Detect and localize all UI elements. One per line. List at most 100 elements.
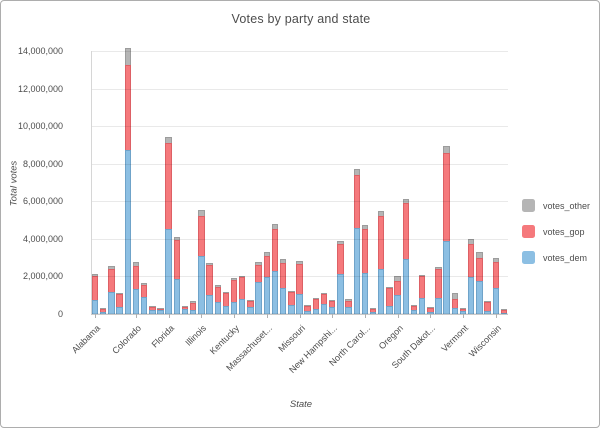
bar-segment-votes_dem-new-hampshire[interactable] (329, 307, 336, 314)
bar-segment-votes_dem-wyoming[interactable] (500, 312, 508, 314)
bar-segment-votes_gop-washington[interactable] (476, 258, 483, 282)
bar-segment-votes_gop-new-mexico[interactable] (345, 300, 352, 307)
bar-segment-votes_other-minnesota[interactable] (279, 258, 287, 264)
bar-segment-votes_gop-idaho[interactable] (190, 302, 197, 311)
bar-segment-votes_gop-new-jersey[interactable] (337, 243, 344, 274)
bar-segment-votes_gop-south-carolina[interactable] (418, 276, 426, 298)
bar-maine[interactable] (247, 299, 254, 314)
bar-segment-votes_dem-oklahoma[interactable] (386, 306, 393, 314)
bar-segment-votes_dem-minnesota[interactable] (279, 288, 287, 314)
bar-segment-votes_gop-alabama[interactable] (91, 275, 99, 301)
bar-segment-votes_dem-kansas[interactable] (222, 305, 230, 314)
bar-segment-votes_dem-missouri[interactable] (296, 293, 303, 314)
bar-segment-votes_dem-hawaii[interactable] (181, 309, 189, 314)
bar-segment-votes_dem-florida[interactable] (165, 229, 172, 314)
bar-segment-votes_other-maine[interactable] (247, 299, 254, 301)
bar-segment-votes_gop-south-dakota[interactable] (427, 308, 434, 312)
bar-segment-votes_other-michigan[interactable] (271, 223, 279, 229)
bar-segment-votes_dem-iowa[interactable] (214, 301, 221, 314)
bar-segment-votes_other-hawaii[interactable] (181, 305, 189, 307)
bar-segment-votes_gop-new-york[interactable] (353, 175, 360, 229)
bar-segment-votes_dem-new-jersey[interactable] (337, 273, 344, 314)
bar-segment-votes_dem-delaware[interactable] (149, 309, 156, 314)
bar-segment-votes_gop-vermont[interactable] (459, 309, 467, 311)
bar-segment-votes_gop-nevada[interactable] (320, 294, 328, 304)
bar-segment-votes_dem-ohio[interactable] (378, 269, 385, 314)
bar-segment-votes_gop-arkansas[interactable] (116, 294, 123, 307)
bar-segment-votes_gop-georgia[interactable] (173, 239, 181, 279)
bar-segment-votes_gop-indiana[interactable] (206, 265, 213, 295)
bar-segment-votes_other-kentucky[interactable] (230, 277, 238, 280)
bar-segment-votes_gop-west-virginia[interactable] (484, 301, 491, 311)
bar-segment-votes_other-north-dakota[interactable] (369, 307, 377, 309)
bar-maryland[interactable] (255, 261, 262, 314)
bar-segment-votes_other-virginia[interactable] (468, 239, 475, 244)
bar-segment-votes_dem-nebraska[interactable] (312, 308, 320, 314)
bar-segment-votes_gop-delaware[interactable] (149, 306, 156, 310)
bar-segment-votes_gop-oregon[interactable] (394, 280, 401, 296)
bar-segment-votes_other-nebraska[interactable] (312, 298, 320, 300)
bar-virginia[interactable] (468, 239, 475, 314)
bar-segment-votes_other-montana[interactable] (304, 304, 311, 306)
bar-segment-votes_gop-maine[interactable] (247, 300, 254, 308)
bar-segment-votes_dem-virginia[interactable] (468, 276, 475, 314)
bar-florida[interactable] (165, 137, 172, 314)
bar-washington[interactable] (476, 251, 483, 314)
bar-segment-votes_dem-alaska[interactable] (100, 311, 107, 314)
bar-segment-votes_other-district-of-columbia[interactable] (157, 308, 164, 310)
bar-segment-votes_dem-nevada[interactable] (320, 303, 328, 314)
bar-oregon[interactable] (394, 276, 401, 314)
bar-kentucky[interactable] (230, 277, 238, 314)
bar-segment-votes_other-connecticut[interactable] (140, 283, 148, 285)
bar-south-carolina[interactable] (418, 274, 426, 314)
bar-segment-votes_dem-wisconsin[interactable] (492, 288, 499, 314)
bar-wyoming[interactable] (500, 309, 508, 314)
bar-missouri[interactable] (296, 261, 303, 314)
bar-segment-votes_dem-connecticut[interactable] (140, 297, 148, 314)
bar-segment-votes_other-wisconsin[interactable] (492, 258, 499, 262)
bar-segment-votes_gop-colorado[interactable] (132, 266, 140, 289)
bar-district-of-columbia[interactable] (157, 308, 164, 314)
bar-segment-votes_dem-rhode-island[interactable] (410, 309, 418, 314)
bar-segment-votes_dem-maine[interactable] (247, 307, 254, 314)
bar-segment-votes_other-wyoming[interactable] (500, 309, 508, 311)
bar-georgia[interactable] (173, 236, 181, 314)
bar-pennsylvania[interactable] (402, 199, 409, 314)
bar-segment-votes_dem-district-of-columbia[interactable] (157, 310, 164, 314)
bar-segment-votes_gop-virginia[interactable] (468, 243, 475, 277)
bar-segment-votes_gop-iowa[interactable] (214, 286, 221, 302)
bar-segment-votes_gop-oklahoma[interactable] (386, 288, 393, 307)
bar-segment-votes_other-arkansas[interactable] (116, 292, 123, 294)
bar-rhode-island[interactable] (410, 305, 418, 314)
bar-south-dakota[interactable] (427, 307, 434, 314)
bar-segment-votes_other-oregon[interactable] (394, 276, 401, 281)
bar-segment-votes_other-delaware[interactable] (149, 305, 156, 307)
bar-segment-votes_gop-rhode-island[interactable] (410, 306, 418, 310)
bar-segment-votes_dem-washington[interactable] (476, 281, 483, 314)
bar-segment-votes_other-south-dakota[interactable] (427, 307, 434, 309)
bar-segment-votes_gop-michigan[interactable] (271, 228, 279, 272)
bar-segment-votes_dem-california[interactable] (124, 149, 131, 314)
bar-segment-votes_other-alabama[interactable] (91, 274, 99, 276)
bar-segment-votes_other-west-virginia[interactable] (484, 300, 491, 302)
bar-segment-votes_dem-arkansas[interactable] (116, 306, 123, 314)
bar-segment-votes_gop-minnesota[interactable] (279, 263, 287, 289)
bar-nevada[interactable] (320, 292, 328, 314)
bar-segment-votes_gop-district-of-columbia[interactable] (157, 309, 164, 311)
bar-louisiana[interactable] (239, 275, 246, 314)
bar-segment-votes_gop-north-carolina[interactable] (361, 228, 369, 273)
bar-montana[interactable] (304, 304, 311, 314)
bar-segment-votes_dem-texas[interactable] (443, 241, 450, 314)
bar-segment-votes_other-new-york[interactable] (353, 168, 360, 176)
bar-segment-votes_dem-illinois[interactable] (198, 255, 205, 314)
bar-segment-votes_dem-montana[interactable] (304, 310, 311, 314)
bar-segment-votes_dem-louisiana[interactable] (239, 299, 246, 314)
bar-segment-votes_other-pennsylvania[interactable] (402, 199, 409, 204)
bar-segment-votes_other-utah[interactable] (451, 292, 459, 299)
bar-michigan[interactable] (271, 223, 279, 314)
bar-segment-votes_gop-north-dakota[interactable] (369, 308, 377, 313)
bar-segment-votes_dem-kentucky[interactable] (230, 302, 238, 314)
bar-segment-votes_dem-indiana[interactable] (206, 294, 213, 314)
bar-segment-votes_dem-georgia[interactable] (173, 278, 181, 314)
bar-segment-votes_gop-illinois[interactable] (198, 215, 205, 256)
